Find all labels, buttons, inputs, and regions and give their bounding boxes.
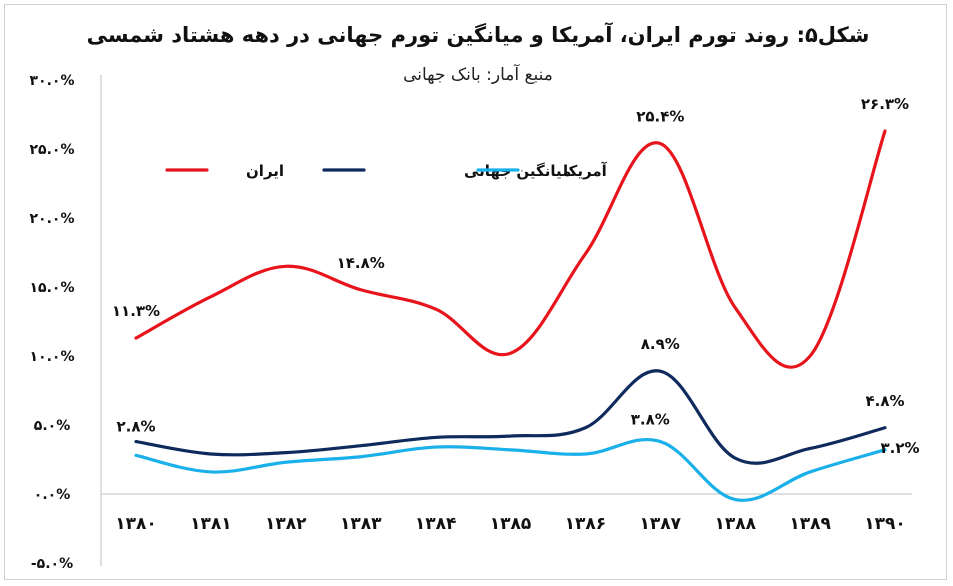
x-tick-label: ۱۳۸۹ [789,514,831,534]
data-label: ۲۵.۴% [636,107,684,125]
data-label: ۸.۹% [641,335,680,353]
legend-label: ایران [246,162,284,180]
x-tick-label: ۱۳۸۷ [640,514,682,534]
data-label: ۳.۸% [631,411,670,429]
data-label: ۲.۸% [116,418,155,436]
y-axis-ticks: ۳۰.۰% ۲۵.۰% ۲۰.۰% ۱۵.۰% ۱۰.۰% ۵.۰% ۰.۰% -۵.۰% [30,73,75,572]
x-tick-label: ۱۳۸۱ [190,514,232,534]
legend-label: آمریکا [563,162,608,180]
data-label: ۱۱.۳% [112,302,160,320]
data-label: ۴.۸% [865,392,904,410]
y-tick-label: ۱۰.۰% [30,349,75,365]
y-tick-label: ۰.۰% [34,487,70,503]
y-tick-label: ۱۵.۰% [30,280,75,296]
data-label: ۱۴.۸% [337,254,385,272]
series-line [134,437,887,502]
x-tick-label: ۱۳۸۵ [490,514,532,534]
x-tick-label: ۱۳۹۰ [864,514,906,534]
x-tick-label: ۱۳۸۶ [565,514,607,534]
x-tick-label: ۱۳۸۴ [415,514,457,534]
y-tick-label: ۲۰.۰% [30,211,75,227]
series-line [134,129,887,369]
y-tick-label: ۲۵.۰% [30,142,75,158]
y-tick-label: ۵.۰% [34,418,70,434]
x-tick-label: ۱۳۸۳ [340,514,382,534]
data-label: ۲۶.۳% [861,95,909,113]
series-line [134,369,887,465]
x-axis-ticks: ۱۳۸۰ ۱۳۸۱ ۱۳۸۲ ۱۳۸۳ ۱۳۸۴ ۱۳۸۵ ۱۳۸۶ ۱۳۸۷ ۱۳۸۸ ۱۳۸۹… [115,514,906,534]
chart-subtitle: منبع آمار: بانک جهانی [403,63,553,85]
series-lines [134,129,887,502]
chart-title: شکل۵: روند تورم ایران، آمریکا و میانگین … [87,22,870,47]
chart-frame [4,4,947,580]
x-tick-label: ۱۳۸۲ [265,514,307,534]
data-labels: ۱۱.۳% ۱۴.۸% ۲۵.۴% ۲۶.۳% ۲.۸% ۸.۹% ۴.۸% ۳.۸% ۳.۲% [112,95,920,457]
y-tick-label: -۵.۰% [31,556,73,572]
y-tick-label: ۳۰.۰% [30,73,75,89]
x-tick-label: ۱۳۸۸ [714,514,756,534]
data-label: ۳.۲% [880,439,919,457]
x-tick-label: ۱۳۸۰ [115,514,157,534]
